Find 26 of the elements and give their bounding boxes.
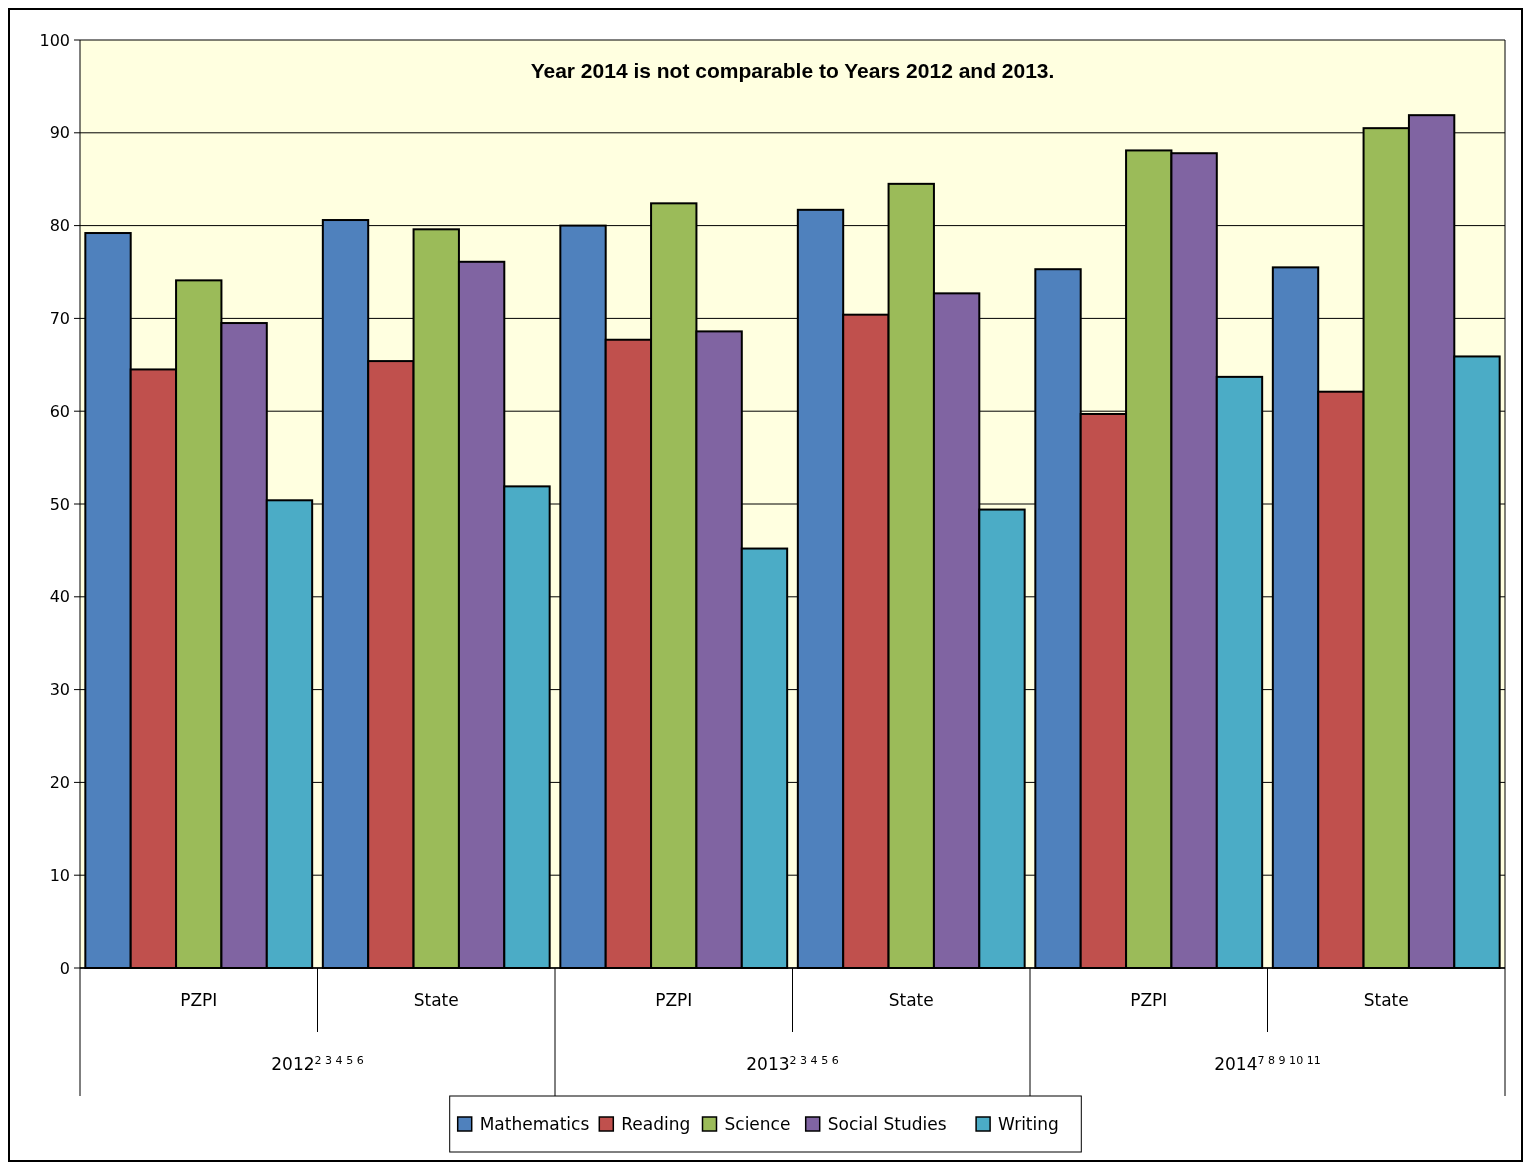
text: 2014$^{7 8 9 10 11}$ xyxy=(1214,1053,1321,1074)
y-tick-label: 100 xyxy=(39,30,70,50)
y-tick-label: 10 xyxy=(49,865,70,885)
y-tick-label: 70 xyxy=(49,309,70,328)
y-tick-label: 90 xyxy=(49,123,70,143)
y-tick-label: 30 xyxy=(49,680,70,700)
x-tick-label: PZPI xyxy=(180,990,218,1010)
y-tick-label: 60 xyxy=(49,401,70,421)
x-tick-label: PZPI xyxy=(1130,990,1168,1010)
legend-label: Writing xyxy=(998,1113,1059,1134)
y-tick-label: 20 xyxy=(49,773,70,792)
legend-label: Science xyxy=(724,1113,791,1134)
legend-label: Mathematics xyxy=(479,1113,590,1134)
text: 2013$^{2 3 4 5 6}$ xyxy=(746,1053,839,1074)
legend-label: Reading xyxy=(621,1113,691,1134)
text: Year 2014 is not comparable to Years 2012 and 2013. xyxy=(530,59,1055,82)
y-tick-label: 80 xyxy=(49,216,70,236)
x-tick-label: State xyxy=(888,990,934,1010)
x-tick-label: PZPI xyxy=(655,990,693,1010)
text: 2012$^{2 3 4 5 6}$ xyxy=(271,1053,364,1074)
legend-label: Social Studies xyxy=(827,1113,947,1134)
x-tick-label: State xyxy=(413,990,459,1010)
x-tick-label: State xyxy=(1363,990,1409,1010)
y-tick-label: 50 xyxy=(49,494,70,514)
y-tick-label: 40 xyxy=(49,587,70,607)
y-tick-label: 0 xyxy=(59,958,70,978)
